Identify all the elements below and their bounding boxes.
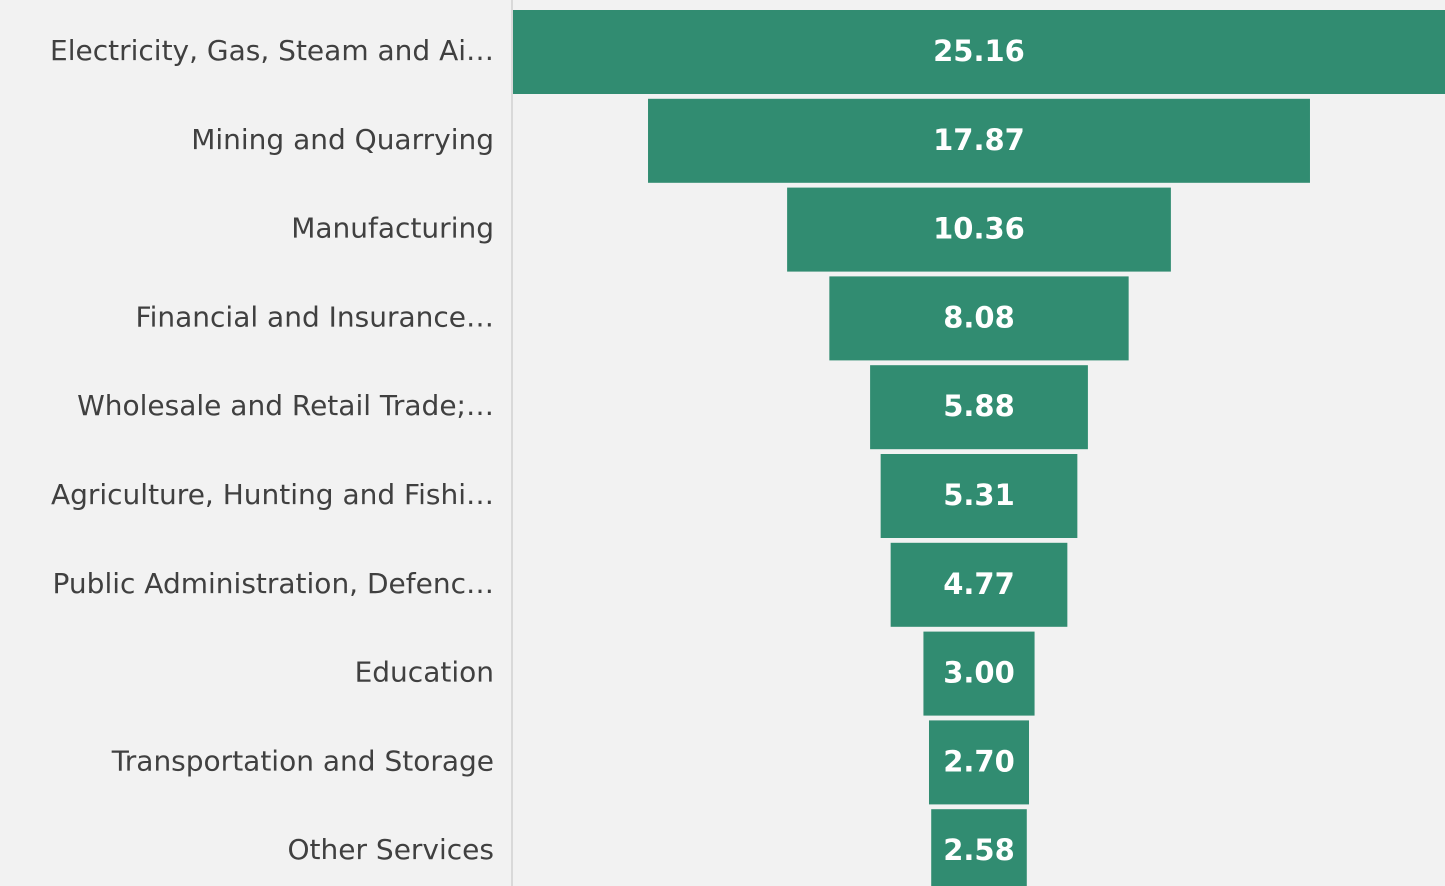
funnel-bar bbox=[931, 809, 1027, 886]
funnel-bar bbox=[880, 454, 1078, 538]
category-label: Mining and Quarrying bbox=[191, 123, 494, 156]
data-label: 2.70 bbox=[943, 744, 1015, 778]
data-label: 25.16 bbox=[933, 34, 1025, 68]
data-label: 8.08 bbox=[943, 300, 1015, 334]
data-label: 2.58 bbox=[943, 833, 1015, 867]
data-label: 4.77 bbox=[943, 567, 1015, 601]
funnel-bar bbox=[890, 542, 1068, 627]
funnel-bar bbox=[648, 98, 1310, 183]
funnel-bar bbox=[513, 10, 1445, 94]
category-label: Electricity, Gas, Steam and Ai… bbox=[50, 34, 494, 67]
category-label: Other Services bbox=[288, 833, 494, 866]
category-label: Transportation and Storage bbox=[111, 744, 494, 777]
funnel-bar bbox=[870, 365, 1088, 450]
category-label: Wholesale and Retail Trade;… bbox=[77, 389, 494, 422]
funnel-bar bbox=[928, 720, 1030, 805]
funnel-bar bbox=[787, 187, 1171, 272]
category-label: Agriculture, Hunting and Fishi… bbox=[51, 478, 494, 511]
data-label: 10.36 bbox=[933, 212, 1025, 246]
category-label: Manufacturing bbox=[291, 212, 494, 245]
data-label: 17.87 bbox=[933, 123, 1025, 157]
funnel-bar bbox=[923, 631, 1035, 716]
data-label: 3.00 bbox=[943, 656, 1015, 690]
category-label: Financial and Insurance… bbox=[136, 300, 494, 333]
data-label: 5.31 bbox=[943, 478, 1015, 512]
data-label: 5.88 bbox=[943, 389, 1015, 423]
category-label: Education bbox=[355, 656, 494, 689]
funnel-bar bbox=[829, 276, 1129, 361]
category-label: Public Administration, Defenc… bbox=[53, 567, 494, 600]
